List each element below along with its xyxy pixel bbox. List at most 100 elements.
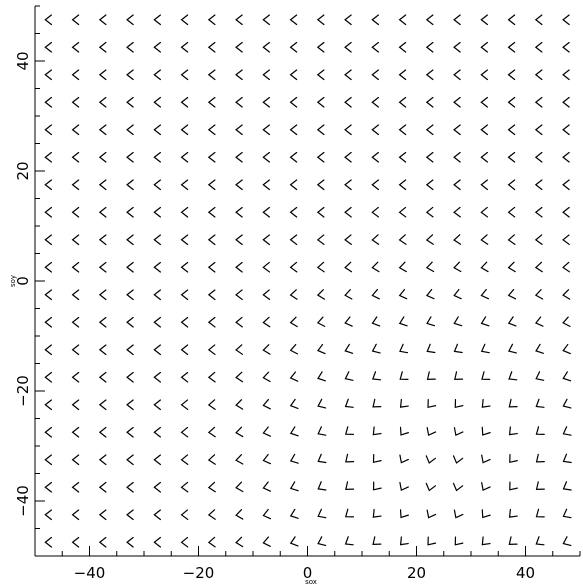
vector-arrow	[153, 371, 161, 383]
vector-arrow	[562, 508, 572, 519]
vector-arrow	[235, 14, 243, 26]
vector-arrow	[344, 261, 353, 273]
vector-arrow	[535, 536, 545, 546]
vector-arrow	[344, 151, 352, 163]
vector-arrow	[235, 536, 244, 548]
vector-arrow	[480, 14, 488, 26]
vector-arrow	[44, 179, 52, 191]
vector-arrow	[180, 14, 189, 26]
vector-arrow	[262, 124, 270, 136]
vector-arrow	[262, 14, 270, 26]
vector-arrow	[371, 14, 379, 26]
vector-arrow	[262, 344, 271, 355]
vector-arrow	[453, 261, 462, 273]
vector-arrow	[507, 151, 516, 163]
vector-arrow	[316, 343, 326, 355]
vector-arrow	[289, 508, 299, 519]
vector-arrow	[481, 398, 491, 408]
vector-arrow	[153, 316, 161, 328]
vector-arrow	[398, 261, 407, 273]
vector-arrow	[180, 206, 189, 218]
vector-arrow	[71, 151, 80, 163]
vector-arrow	[98, 509, 107, 521]
vector-arrow	[508, 398, 518, 408]
vector-arrow	[153, 261, 161, 273]
vector-arrow	[44, 371, 52, 383]
vector-arrow	[207, 14, 216, 26]
vector-arrow	[454, 536, 464, 546]
vector-arrow	[98, 371, 107, 383]
vector-arrow	[207, 69, 216, 81]
vector-arrow	[180, 96, 189, 108]
vector-arrow	[535, 343, 544, 354]
vector-arrow	[453, 69, 461, 81]
vector-arrow	[207, 206, 216, 218]
vector-arrow	[399, 482, 409, 492]
vector-arrow	[153, 536, 161, 548]
vector-arrow	[453, 124, 461, 136]
vector-arrow	[371, 69, 379, 81]
vector-arrow	[371, 41, 379, 53]
vector-arrow	[453, 343, 463, 354]
vector-arrow	[153, 426, 161, 438]
vector-arrow	[71, 344, 80, 356]
vector-arrow	[126, 481, 134, 493]
vector-arrow	[534, 41, 543, 53]
vector-arrow	[453, 151, 461, 163]
vector-arrow	[425, 179, 434, 191]
vector-arrow	[371, 234, 380, 245]
vector-arrow	[453, 288, 462, 300]
vector-arrow	[235, 96, 243, 108]
vector-arrow	[207, 261, 216, 273]
vector-arrow	[262, 234, 270, 246]
vector-arrow	[44, 96, 52, 108]
vector-arrow	[372, 426, 382, 436]
vector-arrow	[562, 289, 571, 300]
vector-arrow	[562, 14, 570, 26]
vector-arrow	[207, 41, 216, 53]
vector-arrow	[235, 371, 244, 383]
vector-arrow	[289, 151, 298, 163]
vector-arrow	[98, 316, 107, 328]
vector-arrow	[316, 41, 325, 53]
vector-arrow	[481, 482, 491, 492]
vector-arrow	[207, 371, 216, 383]
vector-arrow	[180, 371, 189, 383]
vector-arrow	[153, 179, 161, 191]
vector-arrow	[153, 124, 161, 136]
vector-arrow	[180, 316, 189, 328]
vector-arrow	[534, 14, 543, 26]
vector-arrow	[507, 14, 516, 26]
vector-arrow	[44, 481, 52, 493]
vector-arrow	[399, 371, 409, 381]
vector-arrow	[454, 399, 464, 409]
vector-arrow	[235, 289, 243, 301]
vector-arrow	[44, 69, 52, 81]
vector-arrow	[71, 509, 80, 521]
vector-arrow	[562, 96, 570, 108]
vector-arrow	[535, 453, 545, 463]
vector-arrow	[126, 399, 134, 411]
vector-arrow	[480, 96, 488, 108]
vector-arrow	[317, 398, 327, 409]
vector-arrow	[262, 179, 270, 191]
vector-arrow	[207, 481, 216, 493]
vector-arrow	[98, 289, 107, 301]
x-tick-label: 0	[303, 564, 313, 582]
vector-arrow	[562, 41, 570, 53]
vector-arrow	[126, 14, 134, 26]
vector-arrow	[207, 151, 216, 163]
vector-arrow	[262, 371, 271, 383]
vector-arrow	[289, 69, 298, 81]
vector-arrow	[317, 453, 327, 464]
vector-arrow	[398, 234, 407, 245]
vector-arrow	[71, 289, 80, 301]
vector-arrow	[180, 41, 189, 53]
vector-arrow	[535, 398, 545, 408]
vector-arrow	[344, 41, 352, 53]
vector-arrow	[507, 316, 517, 327]
vector-arrow	[371, 288, 380, 300]
vector-arrow	[235, 261, 243, 273]
vector-arrow	[426, 427, 437, 437]
vector-arrow	[372, 536, 382, 545]
